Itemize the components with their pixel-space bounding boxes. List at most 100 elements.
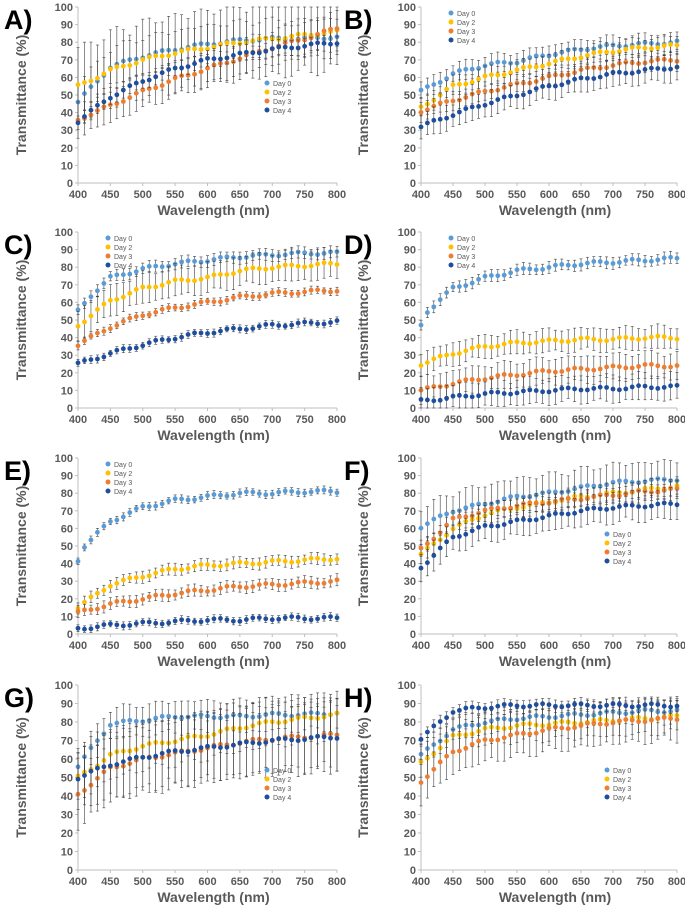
data-point: [463, 283, 469, 289]
data-point: [533, 53, 539, 59]
series-day-4: [418, 371, 680, 409]
data-point: [75, 776, 81, 782]
data-point: [495, 59, 501, 65]
x-tick-label: 550: [508, 189, 526, 201]
data-point: [282, 488, 288, 494]
data-point: [636, 257, 641, 263]
data-point: [553, 58, 558, 64]
data-point: [166, 279, 172, 285]
data-point: [107, 273, 113, 279]
data-point: [315, 40, 320, 46]
data-point: [82, 607, 87, 613]
data-point: [489, 72, 494, 78]
x-tick-label: 600: [198, 189, 216, 201]
data-point: [482, 523, 488, 528]
data-point: [237, 740, 243, 746]
data-point: [334, 736, 340, 741]
x-tick-label: 550: [166, 414, 184, 426]
data-point: [231, 271, 236, 277]
data-point: [256, 582, 262, 588]
data-point: [243, 49, 249, 55]
legend-label: Day 2: [273, 90, 291, 97]
data-point: [674, 363, 680, 368]
data-point: [315, 581, 320, 586]
x-axis-title: Wavelength (nm): [157, 202, 269, 218]
data-point: [95, 765, 100, 771]
data-point: [469, 345, 475, 351]
data-point: [623, 334, 629, 340]
data-point: [533, 267, 539, 273]
data-point: [88, 537, 94, 543]
x-tick-label: 650: [572, 189, 590, 201]
y-tick-label: 0: [410, 403, 416, 415]
data-point: [75, 360, 81, 366]
data-point: [655, 257, 661, 263]
data-point: [418, 109, 424, 115]
data-point: [565, 339, 571, 345]
data-point: [179, 567, 185, 573]
data-point: [302, 289, 308, 295]
legend: Day 0 Day 2 Day 3 Day 4: [448, 10, 475, 45]
data-point: [282, 323, 288, 329]
data-point: [597, 506, 603, 512]
data-point: [431, 384, 437, 389]
data-point: [308, 617, 314, 623]
data-point: [146, 594, 152, 600]
data-point: [159, 337, 165, 342]
x-tick-label: 500: [134, 876, 152, 888]
data-point: [153, 715, 159, 721]
data-point: [231, 325, 236, 331]
data-point: [482, 507, 488, 513]
data-point: [231, 742, 236, 748]
data-point: [610, 336, 616, 342]
y-tick-label: 0: [67, 629, 73, 641]
data-point: [629, 336, 635, 341]
data-point: [315, 287, 320, 293]
data-point: [636, 363, 641, 369]
data-point: [655, 333, 661, 339]
data-point: [224, 272, 230, 278]
data-point: [82, 300, 87, 306]
legend-marker: [448, 244, 454, 250]
data-point: [237, 584, 243, 590]
series-day-4: [418, 53, 680, 140]
x-tick-label: 450: [101, 640, 119, 652]
x-tick-label: 500: [476, 414, 494, 426]
data-point: [127, 63, 133, 68]
data-point: [295, 490, 301, 496]
data-point: [559, 369, 565, 374]
data-point: [107, 326, 113, 332]
data-point: [140, 619, 146, 625]
series-day-4: [75, 316, 340, 367]
x-tick-label: 500: [134, 640, 152, 652]
data-point: [334, 490, 340, 496]
data-point: [276, 616, 282, 622]
data-point: [153, 620, 159, 626]
x-tick-label: 700: [263, 414, 281, 426]
y-tick-label: 60: [404, 297, 416, 309]
data-point: [450, 352, 456, 357]
data-point: [218, 299, 223, 305]
series-day-2: [75, 247, 340, 342]
data-point: [101, 604, 107, 610]
data-point: [444, 539, 449, 545]
data-point: [674, 502, 680, 508]
data-point: [295, 559, 301, 565]
data-point: [120, 623, 126, 629]
data-point: [334, 556, 340, 562]
series-day-4: [418, 486, 680, 583]
data-point: [546, 61, 552, 67]
data-point: [133, 60, 139, 66]
data-point: [418, 397, 424, 402]
y-tick-label: 60: [61, 523, 73, 535]
data-point: [617, 49, 622, 54]
y-tick-label: 20: [61, 828, 73, 840]
data-point: [418, 87, 424, 93]
data-point: [192, 71, 197, 77]
data-point: [166, 498, 172, 504]
panel-label: D): [344, 230, 373, 260]
data-point: [224, 55, 230, 61]
data-point: [146, 755, 152, 761]
data-point: [636, 44, 641, 50]
data-point: [179, 65, 185, 71]
